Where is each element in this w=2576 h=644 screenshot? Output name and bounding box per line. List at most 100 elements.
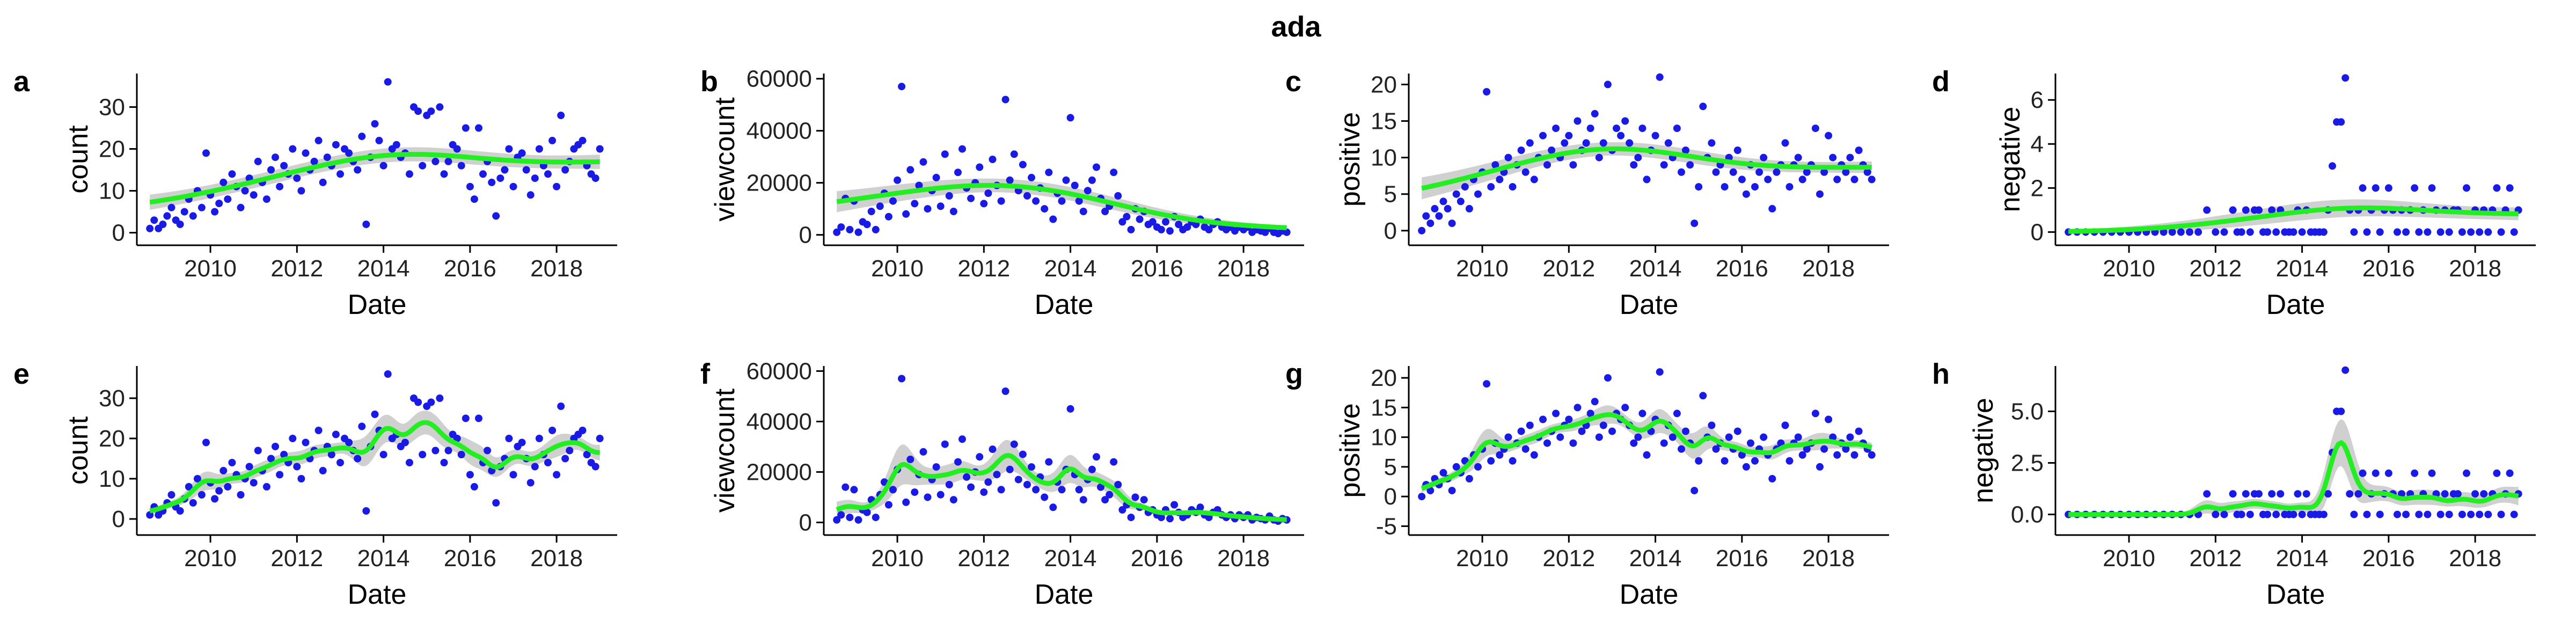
x-tick-label: 2010 — [871, 255, 924, 282]
data-point — [1041, 493, 1049, 501]
y-tick-label: 60000 — [747, 66, 812, 92]
data-point — [1673, 125, 1681, 133]
data-point — [293, 463, 301, 471]
data-point — [362, 507, 370, 515]
data-point — [863, 221, 871, 229]
data-point — [2372, 184, 2380, 192]
data-point — [1448, 487, 1456, 495]
data-point — [833, 228, 841, 236]
data-point — [945, 481, 953, 488]
data-point — [297, 475, 305, 482]
x-tick-label: 2014 — [357, 255, 410, 282]
data-point — [889, 197, 897, 205]
data-point — [846, 225, 854, 233]
data-point — [1829, 153, 1837, 162]
data-point — [544, 459, 552, 466]
data-point — [833, 516, 841, 524]
data-point — [1183, 223, 1191, 231]
panel-f: 2010 2012 2014 2016 2018 0 20000 40000 60000 Date… — [700, 358, 1304, 610]
y-tick-label: 10 — [1371, 145, 1397, 171]
data-point — [2467, 228, 2475, 236]
data-point — [319, 467, 327, 474]
data-point — [272, 443, 279, 450]
data-point — [919, 158, 927, 166]
data-point — [906, 456, 914, 463]
data-point — [2484, 228, 2492, 236]
data-point — [2289, 228, 2297, 236]
data-point — [1816, 463, 1824, 471]
data-point — [1439, 469, 1447, 477]
data-point — [1842, 445, 1850, 453]
data-point — [2398, 490, 2405, 498]
x-axis-label: Date — [2266, 289, 2325, 320]
data-point — [1097, 483, 1104, 491]
x-tick-label: 2010 — [1456, 545, 1509, 572]
data-point — [2411, 469, 2419, 477]
x-tick-label: 2018 — [1802, 545, 1855, 572]
x-tick-label: 2016 — [1716, 255, 1768, 282]
data-point — [1465, 204, 1473, 213]
y-tick-label: 5 — [1384, 454, 1397, 480]
data-point — [1850, 175, 1858, 184]
data-point — [958, 435, 966, 443]
data-point — [262, 195, 270, 203]
figure-title: ada — [1271, 11, 1321, 43]
data-point — [280, 162, 288, 170]
data-point — [1699, 103, 1707, 111]
x-tick-label: 2012 — [957, 545, 1010, 572]
data-point — [1062, 176, 1070, 184]
data-point — [889, 486, 897, 494]
data-point — [1118, 218, 1126, 226]
y-tick-label: 20 — [99, 136, 125, 162]
data-point — [2294, 490, 2302, 498]
data-point — [850, 486, 858, 494]
data-point — [1638, 409, 1646, 418]
data-point — [1582, 139, 1590, 147]
data-point — [1660, 439, 1668, 447]
data-point — [945, 192, 953, 200]
data-point — [1595, 433, 1603, 441]
data-point — [2394, 228, 2401, 236]
data-point — [2212, 228, 2220, 236]
y-tick-label: 40000 — [747, 408, 812, 435]
data-point — [837, 223, 845, 231]
x-axis-label: Date — [348, 289, 407, 320]
data-point — [189, 212, 197, 220]
y-tick-label: 30 — [99, 94, 125, 120]
data-point — [1785, 457, 1794, 465]
data-point — [2411, 184, 2419, 192]
x-tick-label: 2018 — [2449, 255, 2501, 282]
data-point — [453, 435, 461, 442]
confidence-band — [837, 440, 1287, 521]
data-point — [345, 438, 353, 447]
data-point — [1820, 168, 1828, 176]
data-point — [1621, 117, 1629, 125]
data-points — [146, 78, 604, 232]
data-point — [1863, 168, 1871, 176]
data-point — [1695, 457, 1703, 465]
data-point — [976, 163, 984, 171]
data-point — [2324, 490, 2332, 498]
data-point — [2445, 228, 2453, 236]
data-point — [1578, 427, 1586, 435]
data-point — [1725, 433, 1733, 441]
data-point — [2242, 490, 2250, 498]
data-point — [2436, 510, 2445, 518]
data-point — [2458, 510, 2466, 518]
data-point — [358, 133, 366, 141]
data-point — [1010, 150, 1018, 158]
data-point — [2255, 206, 2263, 214]
data-point — [2402, 510, 2410, 518]
x-tick-label: 2012 — [1542, 255, 1595, 282]
data-point — [2237, 228, 2245, 236]
data-point — [1855, 147, 1863, 154]
data-point — [2160, 228, 2168, 236]
data-point — [561, 166, 569, 174]
data-point — [327, 451, 335, 458]
data-point — [1157, 514, 1165, 522]
data-point — [1548, 147, 1556, 154]
data-point — [2497, 510, 2505, 518]
y-tick-label: 0.0 — [2011, 502, 2044, 528]
data-point — [228, 170, 236, 178]
data-point — [557, 112, 565, 119]
